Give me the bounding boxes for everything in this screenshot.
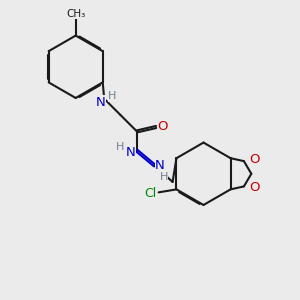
- Text: N: N: [155, 159, 165, 172]
- Text: N: N: [125, 146, 135, 159]
- Text: N: N: [96, 96, 106, 109]
- Text: O: O: [249, 153, 260, 166]
- Text: H: H: [108, 92, 117, 101]
- Text: O: O: [158, 121, 168, 134]
- Text: CH₃: CH₃: [66, 9, 85, 19]
- Text: H: H: [160, 172, 168, 182]
- Text: Cl: Cl: [144, 187, 156, 200]
- Text: H: H: [116, 142, 124, 152]
- Text: O: O: [249, 182, 260, 194]
